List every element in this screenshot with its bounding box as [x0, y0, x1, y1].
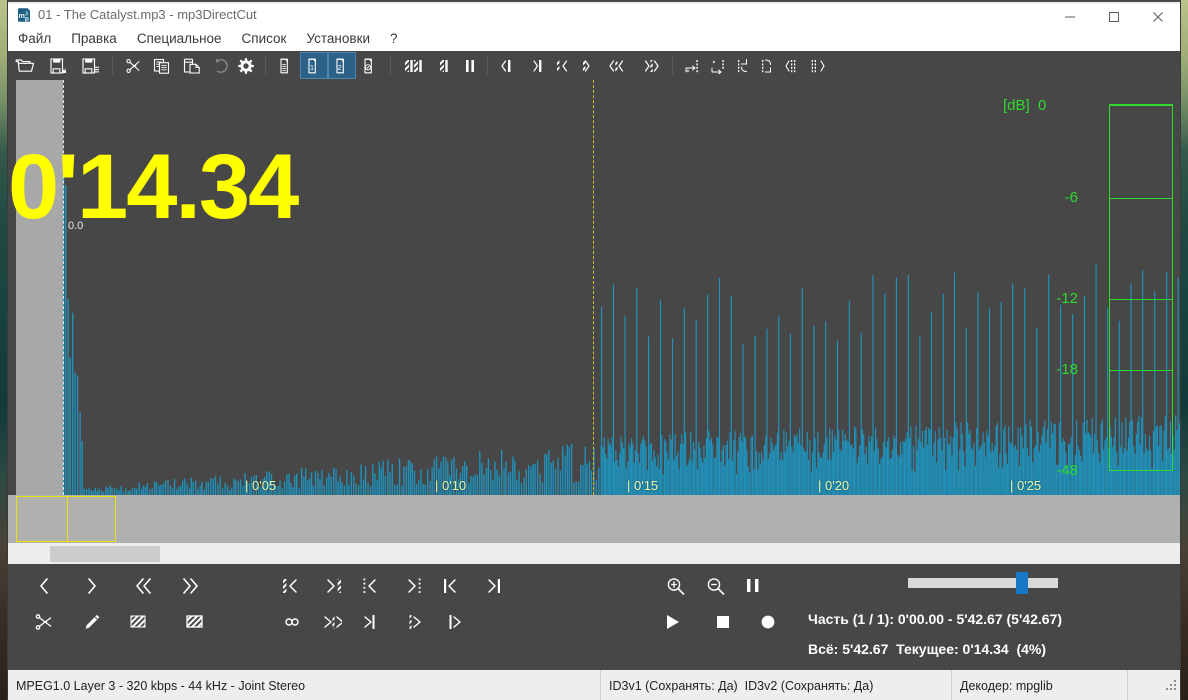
svg-text:1: 1 [310, 63, 314, 72]
svg-text:2: 2 [338, 63, 342, 72]
svg-text:p: p [25, 15, 29, 22]
